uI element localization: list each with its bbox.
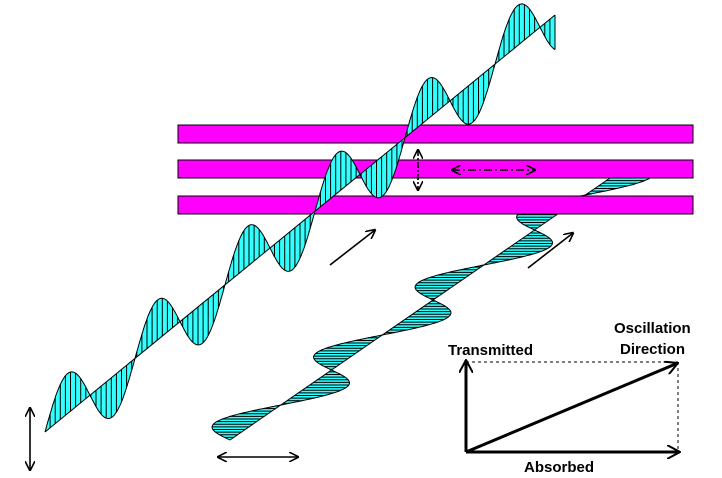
arrow (329, 230, 375, 266)
label: Direction (620, 341, 685, 358)
wave-fill (45, 3, 555, 433)
wave-axis (229, 177, 611, 441)
label: Absorbed (524, 459, 594, 476)
arrows (30, 150, 573, 470)
vector-diagram (466, 360, 680, 452)
wave-axis (44, 14, 556, 433)
polarizer-bars (177, 124, 694, 215)
bar (177, 124, 694, 144)
horizontal-wave (211, 177, 651, 441)
label: Transmitted (448, 342, 533, 359)
vertical-wave (44, 3, 556, 433)
wave-outline (44, 3, 556, 433)
label: Oscillation (614, 320, 691, 337)
arrow (527, 233, 573, 269)
bar (177, 159, 694, 179)
vector (465, 363, 678, 454)
wave-outline (211, 177, 651, 441)
bar (177, 195, 694, 215)
